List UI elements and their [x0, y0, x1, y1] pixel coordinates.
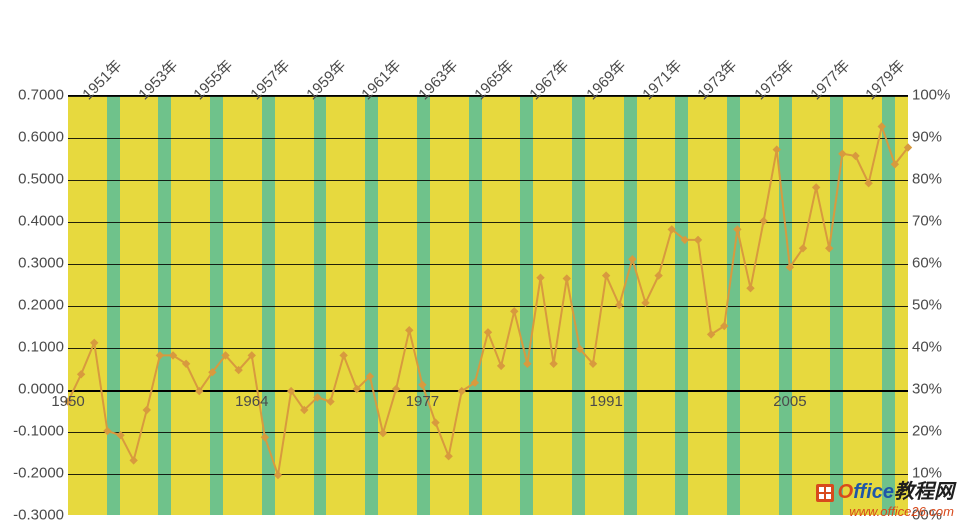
data-marker [78, 371, 85, 378]
data-marker [406, 327, 413, 334]
y-left-tick-label: -0.1000 [4, 423, 64, 440]
x-bottom-tick-label: 1964 [235, 393, 268, 410]
chart-container: -0.3000-0.2000-0.10000.00000.10000.20000… [0, 0, 964, 527]
data-marker [432, 419, 439, 426]
data-marker [498, 362, 505, 369]
y-right-tick-label: 20% [912, 423, 962, 440]
y-left-tick-label: 0.4000 [4, 213, 64, 230]
data-marker [616, 302, 623, 309]
y-right-tick-label: 70% [912, 213, 962, 230]
data-marker [261, 434, 268, 441]
data-marker [550, 360, 557, 367]
y-right-tick-label: 40% [912, 339, 962, 356]
watermark-title-part: O [838, 481, 854, 503]
data-line-series [68, 95, 908, 515]
data-marker [485, 329, 492, 336]
y-right-tick-label: 30% [912, 381, 962, 398]
watermark-title-part: ffice [853, 481, 894, 503]
data-marker [878, 123, 885, 130]
watermark-url: www.office26.com [814, 504, 954, 519]
y-right-tick-label: 90% [912, 129, 962, 146]
data-marker [603, 272, 610, 279]
data-marker [563, 275, 570, 282]
data-marker [865, 180, 872, 187]
data-marker [275, 472, 282, 479]
y-left-tick-label: -0.2000 [4, 465, 64, 482]
data-marker [511, 308, 518, 315]
data-marker [130, 457, 137, 464]
y-left-tick-label: 0.7000 [4, 87, 64, 104]
y-left-tick-label: 0.2000 [4, 297, 64, 314]
data-marker [695, 236, 702, 243]
data-marker [826, 245, 833, 252]
x-bottom-tick-label: 1977 [406, 393, 439, 410]
data-marker [143, 407, 150, 414]
y-left-tick-label: -0.3000 [4, 507, 64, 524]
data-marker [642, 299, 649, 306]
x-bottom-tick-label: 2005 [773, 393, 806, 410]
data-marker [445, 453, 452, 460]
office-logo-icon [814, 482, 836, 504]
y-right-tick-label: 60% [912, 255, 962, 272]
watermark-title: Office教程网 [814, 475, 954, 504]
data-marker [117, 432, 124, 439]
y-left-tick-label: 0.3000 [4, 255, 64, 272]
data-marker [380, 430, 387, 437]
data-marker [747, 285, 754, 292]
data-marker [629, 256, 636, 263]
y-right-tick-label: 50% [912, 297, 962, 314]
data-marker [734, 226, 741, 233]
data-marker [813, 184, 820, 191]
data-marker [760, 218, 767, 225]
data-marker [340, 352, 347, 359]
data-marker [655, 272, 662, 279]
data-marker [104, 428, 111, 435]
watermark-title-part: 教程网 [894, 481, 954, 503]
y-right-tick-label: 100% [912, 87, 962, 104]
y-left-tick-label: 0.1000 [4, 339, 64, 356]
data-marker [91, 339, 98, 346]
data-marker [852, 152, 859, 159]
data-marker [156, 352, 163, 359]
data-marker [327, 398, 334, 405]
data-marker [393, 386, 400, 393]
y-right-tick-label: 80% [912, 171, 962, 188]
data-marker [419, 381, 426, 388]
data-marker [773, 146, 780, 153]
watermark: Office教程网 www.office26.com [814, 475, 954, 519]
data-marker [524, 360, 531, 367]
y-left-tick-label: 0.5000 [4, 171, 64, 188]
x-bottom-tick-label: 1991 [589, 393, 622, 410]
y-left-tick-label: 0.6000 [4, 129, 64, 146]
series-line [68, 127, 908, 476]
data-marker [839, 150, 846, 157]
x-bottom-tick-label: 1950 [51, 393, 84, 410]
data-marker [537, 274, 544, 281]
